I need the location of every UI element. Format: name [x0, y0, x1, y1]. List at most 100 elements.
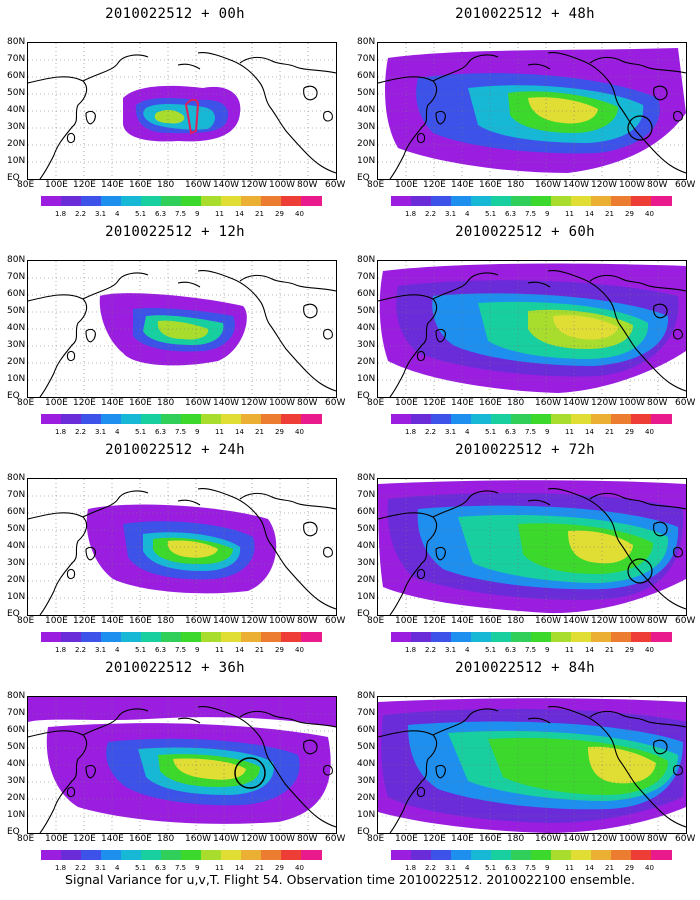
colorbar [41, 632, 322, 644]
lon-label: 160E [479, 616, 502, 626]
coastline [547, 488, 686, 610]
coastline [323, 546, 333, 558]
colorbar [41, 414, 322, 426]
colorbar-label: 7.5 [175, 210, 187, 218]
colorbar-swatch [101, 196, 122, 206]
coastline [416, 786, 426, 798]
lon-label: 180 [157, 834, 175, 844]
coastline [82, 708, 149, 736]
colorbar-label: 11 [215, 646, 224, 654]
coastline [303, 739, 318, 755]
colorbar-label: 9 [195, 864, 200, 872]
lon-label: 100W [619, 616, 646, 626]
coastline [303, 521, 318, 537]
colorbar-label: 4 [115, 864, 120, 872]
colorbar-label: 40 [645, 428, 654, 436]
lon-label: 80W [297, 834, 318, 844]
coastline [653, 521, 668, 537]
lon-label: 100E [395, 834, 418, 844]
colorbar-label: 21 [605, 428, 614, 436]
colorbar-label: 11 [215, 428, 224, 436]
lat-label: 40N [7, 105, 26, 115]
colorbar-label: 29 [625, 646, 634, 654]
colorbar-swatch [181, 632, 202, 642]
lat-label: 10N [7, 156, 26, 166]
lat-label: EQ [7, 391, 20, 401]
lon-label: 140E [101, 180, 124, 190]
observation-circle [627, 115, 653, 141]
coastline [378, 512, 438, 615]
lon-label: 80W [647, 834, 668, 844]
lon-label: 160W [185, 398, 212, 408]
colorbar-label: 4 [115, 428, 120, 436]
colorbar-label: 6.3 [155, 646, 167, 654]
lon-label: 100E [395, 180, 418, 190]
variance-field [378, 261, 686, 397]
coastline [527, 499, 551, 506]
colorbar-swatch [511, 632, 532, 642]
coastline [323, 110, 333, 122]
lat-label: 50N [7, 742, 26, 752]
colorbar-swatch [431, 196, 452, 206]
colorbar-label: 6.3 [505, 646, 517, 654]
colorbar-swatch [651, 196, 672, 206]
lat-label: 30N [7, 122, 26, 132]
coastline [432, 272, 499, 300]
coastline [673, 110, 683, 122]
colorbar-label: 29 [275, 210, 284, 218]
lon-label: 80E [367, 180, 385, 190]
colorbar-label: 14 [585, 646, 594, 654]
colorbar-label: 11 [565, 864, 574, 872]
colorbar-swatch [511, 414, 532, 424]
lon-label: 140W [563, 616, 590, 626]
lat-label: 30N [357, 776, 376, 786]
lat-label: EQ [357, 827, 370, 837]
lon-label: 120E [423, 834, 446, 844]
coastline [303, 303, 318, 319]
lon-label: 120E [73, 834, 96, 844]
lat-label: 30N [7, 776, 26, 786]
panel-title: 2010022512 + 72h [455, 442, 595, 458]
colorbar-swatch [101, 632, 122, 642]
colorbar-label: 2.2 [75, 210, 87, 218]
colorbar-swatch [81, 414, 102, 424]
lat-label: 20N [7, 357, 26, 367]
colorbar-swatch [161, 414, 182, 424]
coastline [239, 492, 336, 510]
colorbar-swatch [571, 632, 592, 642]
coastline [435, 546, 446, 561]
lat-label: 60N [7, 71, 26, 81]
colorbar-swatch [261, 850, 282, 860]
colorbar-swatch [531, 850, 552, 860]
coastline [527, 717, 551, 724]
panel-12h: 2010022512 + 12h 80N 70N 60N 50N 40N 30N 20N 10… [5, 218, 345, 438]
coastline [653, 739, 668, 755]
observation-circle [627, 558, 653, 584]
colorbar-swatch [141, 850, 162, 860]
lon-label: 100E [45, 398, 68, 408]
coastline [28, 512, 88, 615]
colorbar-swatch [631, 414, 652, 424]
map-area [377, 260, 687, 398]
colorbar-swatch [241, 850, 262, 860]
coastline [432, 54, 499, 82]
colorbar-label: 3.1 [95, 210, 107, 218]
colorbar-label: 1.8 [55, 428, 67, 436]
lon-label: 180 [157, 398, 175, 408]
colorbar-swatch [611, 196, 632, 206]
map-area [377, 696, 687, 834]
lat-label: 50N [357, 306, 376, 316]
lon-label: 80E [367, 834, 385, 844]
variance-contour [28, 697, 336, 727]
lon-label: 120W [591, 398, 618, 408]
panel-84h: 2010022512 + 84h 80N 70N 60N 50N 40N 30N 20N 10… [355, 654, 695, 874]
lon-label: 80W [647, 398, 668, 408]
colorbar-label: 9 [545, 428, 550, 436]
coastline [197, 706, 336, 828]
colorbar-swatch [411, 414, 432, 424]
coastline [82, 272, 149, 300]
colorbar-label: 40 [645, 864, 654, 872]
coastline [66, 350, 76, 362]
colorbar-swatch [651, 632, 672, 642]
colorbar-swatch [651, 414, 672, 424]
